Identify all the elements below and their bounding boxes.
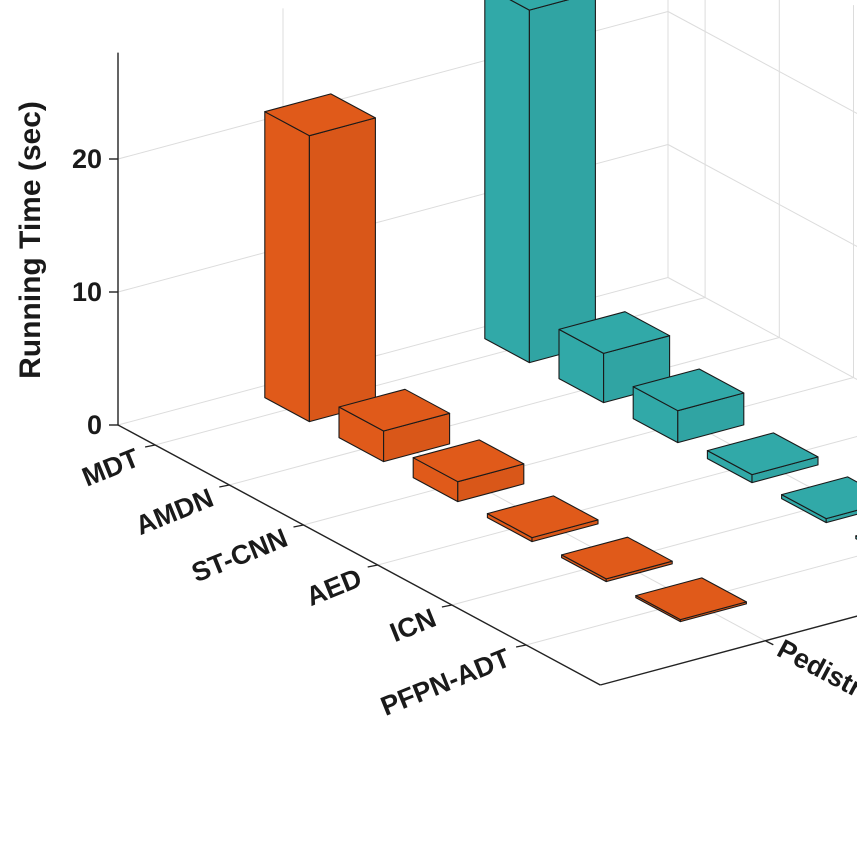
x-axis [117, 424, 601, 686]
series-label: Pedistrian-1 [772, 634, 857, 733]
category-label: MDT [78, 443, 144, 493]
depth-axis [600, 615, 857, 686]
depth-tick [764, 640, 774, 646]
bar [264, 93, 376, 423]
x-tick [441, 604, 453, 608]
bar-top-face [635, 577, 747, 621]
grid-line-floor [377, 435, 857, 566]
y-tick-label: 20 [72, 144, 102, 174]
x-tick [293, 524, 304, 528]
axes [109, 52, 857, 686]
bars [264, 0, 857, 623]
bar-top-face [706, 432, 819, 476]
y-axis-label: Running Time (sec) [14, 101, 47, 379]
grid-line-floor [303, 377, 854, 526]
bar-top-face [561, 536, 673, 580]
category-label: ICN [386, 603, 440, 648]
bar-front-face [264, 111, 310, 423]
bar [412, 439, 525, 503]
x-tick [515, 644, 527, 648]
x-tick [367, 564, 378, 568]
category-label: AMDN [131, 483, 217, 541]
category-label: ST-CNN [187, 523, 291, 588]
bar-front-face [484, 0, 530, 364]
bar-side-face [528, 0, 596, 364]
bar-top-face [486, 495, 599, 539]
bar [781, 476, 857, 524]
bar-top-face [264, 93, 376, 137]
bar [561, 536, 673, 583]
grid-line-y [667, 277, 857, 380]
bar [635, 577, 747, 623]
category-label: AED [302, 563, 366, 612]
grid-line-floor [525, 555, 857, 646]
bar-top-face [338, 388, 451, 432]
bar-side-face [825, 509, 857, 524]
bar [484, 0, 596, 364]
bar-top-face [412, 439, 525, 483]
x-tick [144, 444, 156, 448]
bar [338, 388, 451, 463]
grid-line-y [667, 144, 857, 247]
category-label: PFPN-ADT [377, 643, 515, 722]
bar [486, 495, 599, 543]
grid-line-y [667, 11, 857, 114]
y-tick-label: 0 [87, 410, 102, 440]
grid-line-floor [229, 337, 780, 486]
bar-top-face [558, 311, 671, 354]
bar-top-face [632, 368, 745, 412]
grid-line-floor [451, 495, 857, 606]
bar-top-face [781, 476, 857, 520]
y-tick-label: 10 [72, 277, 102, 307]
x-tick [219, 484, 230, 488]
bar [706, 432, 819, 484]
bar-top-face [509, 0, 570, 11]
bar [632, 368, 745, 444]
bar-side-face [308, 117, 376, 423]
